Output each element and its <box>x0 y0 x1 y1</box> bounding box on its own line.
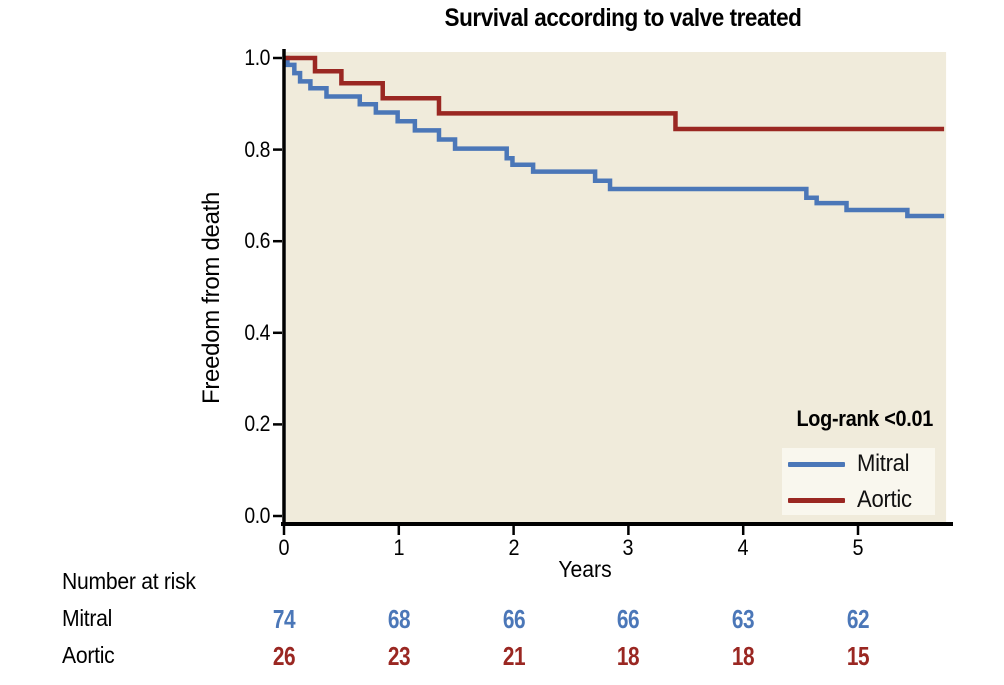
legend-label-mitral: Mitral <box>857 450 910 477</box>
curve-aortic <box>284 55 945 132</box>
risk-value-aortic-5: 15 <box>846 641 870 671</box>
risk-value-aortic-1: 23 <box>387 641 411 671</box>
risk-value-mitral-1: 68 <box>387 604 411 634</box>
risk-row-label-mitral: Mitral <box>62 605 113 631</box>
mitral-line-swatch <box>788 461 845 467</box>
y-axis-title: Freedom from death <box>198 191 225 405</box>
risk-value-aortic-2: 21 <box>502 641 525 671</box>
y-tick-label-0.2: 0.2 <box>244 411 270 437</box>
risk-value-aortic-4: 18 <box>732 641 755 671</box>
x-tick-label-5: 5 <box>852 535 864 560</box>
y-tick-label-0.8: 0.8 <box>244 136 270 162</box>
risk-value-mitral-4: 63 <box>732 604 755 634</box>
y-tick-label-0.0: 0.0 <box>244 503 270 528</box>
x-tick-label-1: 1 <box>393 535 405 560</box>
risk-table-heading: Number at risk <box>62 568 196 594</box>
risk-value-mitral-3: 66 <box>617 604 640 634</box>
risk-row-label-aortic: Aortic <box>62 642 115 668</box>
log-rank-annotation: Log-rank <0.01 <box>796 406 933 431</box>
risk-value-mitral-2: 66 <box>502 604 525 634</box>
chart-title: Survival according to valve treated <box>444 4 802 32</box>
x-tick-label-3: 3 <box>622 535 634 560</box>
x-axis-title: Years <box>558 556 612 582</box>
legend-item-mitral: Mitral <box>788 450 914 478</box>
legend-item-aortic: Aortic <box>788 486 917 514</box>
legend-box: Mitral Aortic <box>782 448 935 515</box>
curve-mitral <box>284 55 945 219</box>
risk-value-aortic-3: 18 <box>617 641 640 671</box>
x-tick-label-2: 2 <box>508 535 520 560</box>
risk-value-mitral-0: 74 <box>272 604 296 634</box>
y-tick-label-1.0: 1.0 <box>244 45 270 70</box>
y-tick-label-0.6: 0.6 <box>244 228 270 254</box>
risk-value-mitral-5: 62 <box>846 604 870 634</box>
y-tick-label-0.4: 0.4 <box>244 319 270 345</box>
legend-label-aortic: Aortic <box>857 486 912 513</box>
x-tick-label-0: 0 <box>278 535 290 560</box>
risk-value-aortic-0: 26 <box>272 641 296 671</box>
aortic-line-swatch <box>788 497 845 503</box>
x-tick-label-4: 4 <box>737 535 749 560</box>
